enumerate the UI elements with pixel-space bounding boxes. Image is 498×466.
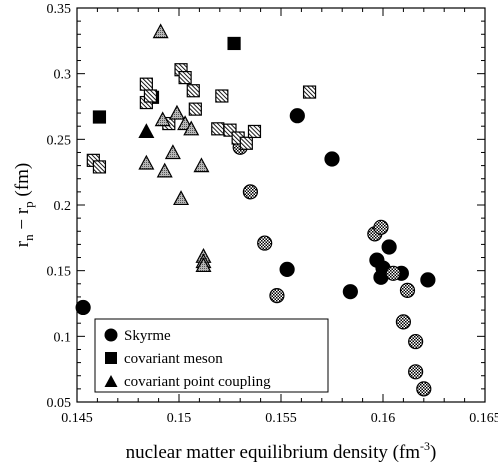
circle-marker-solid	[279, 261, 295, 277]
square-marker-hatched	[92, 160, 107, 174]
square-marker-hatched	[215, 89, 229, 103]
legend-square-marker	[105, 352, 117, 364]
x-tick-label: 0.145	[61, 411, 93, 426]
legend-triangle-marker	[104, 375, 118, 387]
circle-marker-checker	[395, 314, 411, 330]
y-tick-label: 0.1	[54, 330, 72, 345]
circle-marker-solid	[75, 299, 91, 316]
triangle-marker-gray-dotted	[138, 154, 155, 170]
square-marker-hatched	[239, 136, 253, 150]
x-tick-label: 0.15	[167, 411, 192, 426]
legend-label-covariant-meson: covariant meson	[124, 351, 223, 367]
legend: Skyrme covariant meson covariant point c…	[94, 318, 329, 393]
y-tick-label: 0.05	[47, 396, 72, 411]
y-axis-title: rn − rp (fm)	[12, 163, 36, 247]
circle-marker-checker	[399, 282, 416, 298]
axis-ticks	[76, 7, 486, 403]
circle-marker-checker	[373, 219, 389, 235]
square-marker-hatched	[211, 122, 225, 136]
y-tick-label: 0.2	[54, 199, 72, 214]
circle-marker-solid	[324, 151, 340, 167]
circle-marker-checker	[257, 235, 273, 251]
triangle-marker-gray-dotted	[168, 104, 185, 120]
circle-marker-checker	[242, 184, 258, 200]
legend-circle-marker	[104, 328, 118, 342]
legend-label-skyrme: Skyrme	[124, 328, 171, 344]
square-marker-hatched	[139, 77, 153, 91]
square-marker-solid	[227, 36, 241, 51]
square-marker-hatched	[188, 102, 202, 116]
square-marker-hatched	[247, 124, 262, 139]
x-tick-label: 0.165	[469, 411, 498, 426]
triangle-marker-gray-dotted	[156, 162, 173, 178]
y-tick-label: 0.3	[54, 68, 72, 83]
legend-box	[94, 318, 329, 393]
triangle-marker-gray-dotted	[183, 120, 200, 136]
triangle-marker-gray-dotted	[173, 190, 190, 206]
circle-marker-solid	[342, 284, 358, 300]
y-tick-label: 0.25	[47, 133, 72, 148]
circle-marker-solid	[420, 272, 436, 288]
y-tick-label: 0.15	[47, 265, 72, 280]
y-tick-label: 0.35	[47, 2, 72, 17]
square-marker-hatched	[143, 89, 158, 103]
circle-marker-checker	[269, 288, 285, 304]
square-marker-hatched	[186, 84, 200, 98]
y-tick-labels: 0.05 0.1 0.15 0.2 0.25 0.3 0.35	[47, 2, 72, 411]
data-points	[75, 23, 436, 397]
x-axis-title: nuclear matter equilibrium density (fm-3…	[126, 439, 437, 463]
circle-marker-checker	[408, 333, 424, 350]
square-marker-solid	[92, 110, 107, 124]
circle-marker-checker	[416, 381, 432, 397]
circle-marker-checker	[408, 364, 424, 380]
circle-marker-solid	[381, 239, 397, 255]
legend-label-covariant-point-coupling: covariant point coupling	[124, 374, 271, 390]
triangle-marker-gray-dotted	[152, 23, 169, 39]
x-tick-labels: 0.145 0.15 0.155 0.16 0.165	[61, 411, 498, 426]
triangle-marker-gray-dotted	[193, 157, 210, 173]
square-marker-hatched	[178, 71, 192, 85]
triangle-marker-gray-dotted	[195, 257, 212, 273]
circle-marker-checker	[385, 265, 401, 281]
circle-marker-solid	[289, 108, 305, 124]
x-tick-label: 0.16	[371, 411, 396, 426]
triangle-marker-gray-dotted	[164, 144, 181, 160]
triangle-marker-gray-dotted	[154, 111, 171, 127]
square-marker-hatched	[302, 85, 317, 99]
x-tick-label: 0.155	[265, 411, 297, 426]
triangle-marker-solid	[138, 123, 155, 139]
